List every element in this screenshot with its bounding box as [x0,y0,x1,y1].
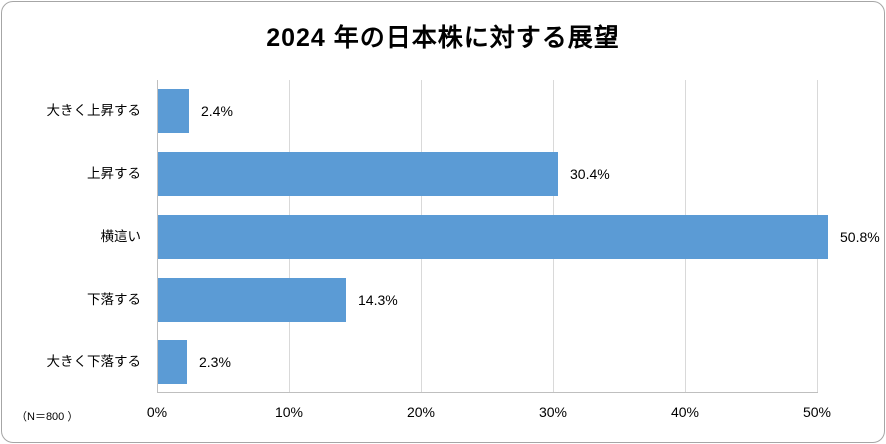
x-axis-line [157,392,818,393]
bar-0 [157,89,189,133]
y-axis-line [157,80,158,393]
x-tick-label: 10% [274,404,304,420]
x-tick-label: 30% [538,404,568,420]
plot-area: 2.4% 30.4% 50.8% 14.3% 2.3% [157,80,880,393]
x-tick-label: 50% [802,404,832,420]
category-label: 大きく上昇する [46,103,142,118]
bar-value-label: 50.8% [840,229,880,245]
category-label: 大きく下落する [46,354,142,369]
bar-3 [157,278,346,322]
bar-value-label: 14.3% [358,292,398,308]
bar-1 [157,152,558,196]
x-tick-label: 0% [146,404,168,420]
chart-title: 2024 年の日本株に対する展望 [266,24,620,52]
bar-4 [157,340,187,384]
category-label: 下落する [87,292,141,307]
bar-2 [157,215,828,259]
sample-size-note: （N＝800 ） [16,411,79,423]
category-label: 横這い [100,229,142,244]
x-tick-label: 20% [406,404,436,420]
bar-value-label: 2.3% [199,354,231,370]
x-tick-label: 40% [670,404,700,420]
bar-value-label: 2.4% [201,103,233,119]
bar-value-label: 30.4% [570,166,610,182]
category-label: 上昇する [87,166,141,181]
